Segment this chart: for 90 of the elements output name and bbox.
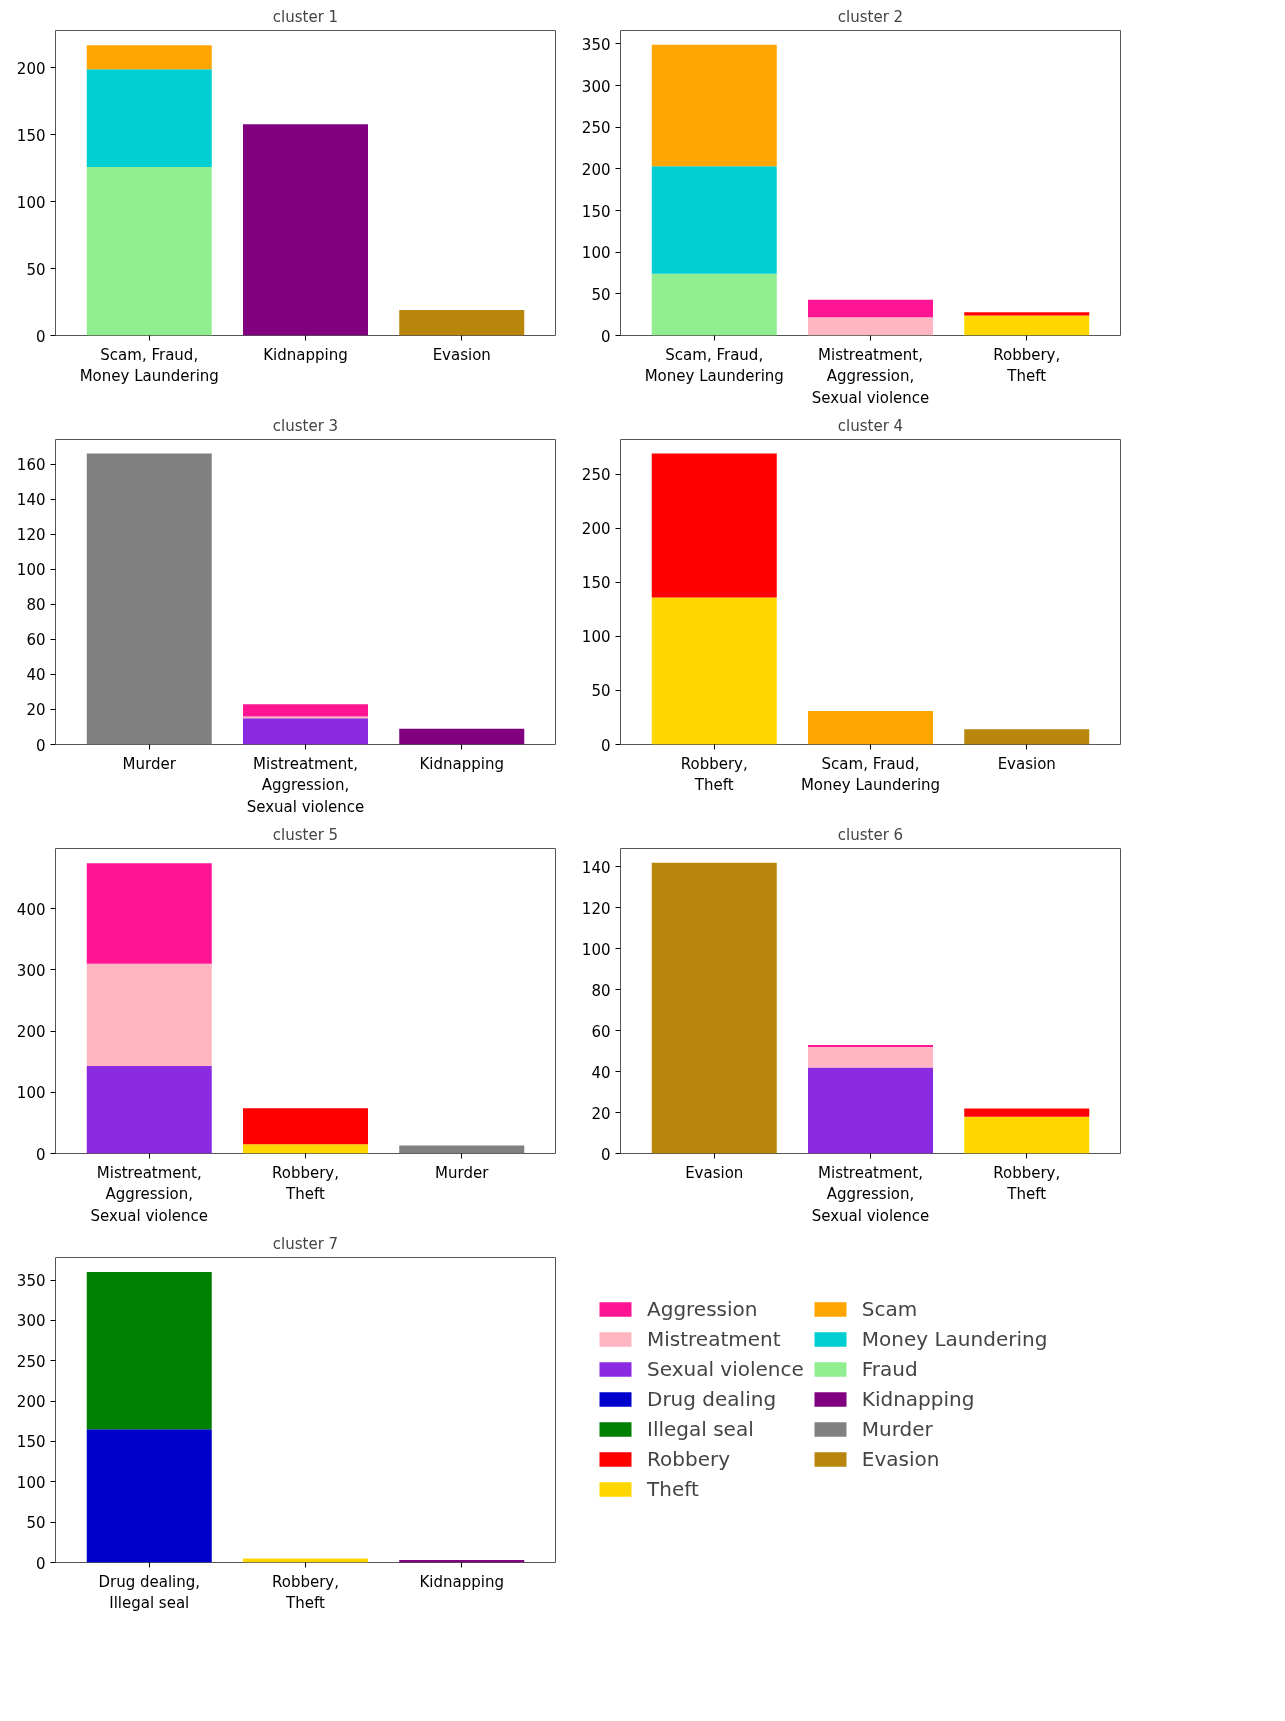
y-tick-label: 60 (26, 631, 46, 650)
y-tick-label: 20 (26, 701, 46, 720)
y-tick-label: 200 (581, 520, 611, 539)
chart-title: cluster 2 (837, 7, 904, 26)
x-tick-label: Mistreatment, Aggression, Sexual violence (811, 345, 930, 407)
y-tick-label: 50 (26, 260, 46, 279)
y-tick-label: 140 (581, 858, 611, 877)
x-tick-label: Evasion (997, 754, 1056, 773)
chart-title: cluster 5 (272, 825, 339, 844)
y-tick-label: 20 (591, 1104, 611, 1123)
x-tick-label: Drug dealing, Illegal seal (98, 1572, 201, 1613)
y-tick-label: 100 (16, 1473, 46, 1492)
y-tick-label: 300 (16, 1312, 46, 1331)
chart-title: cluster 7 (272, 1234, 339, 1253)
x-tick-label: Murder (122, 754, 177, 773)
y-tick-label: 160 (16, 456, 46, 475)
y-tick-label: 0 (600, 327, 611, 346)
x-tick-label: Kidnapping (419, 754, 504, 773)
y-tick-label: 300 (16, 961, 46, 980)
y-tick-label: 120 (16, 526, 46, 545)
y-tick-label: 50 (591, 285, 611, 304)
y-tick-label: 200 (16, 59, 46, 78)
legend-label: Drug dealing (647, 1387, 777, 1411)
y-tick-label: 0 (35, 736, 46, 755)
chart-title: cluster 4 (837, 416, 904, 435)
x-tick-label: Kidnapping (263, 345, 348, 364)
y-tick-label: 150 (16, 126, 46, 145)
y-tick-label: 100 (581, 628, 611, 647)
chart-title: cluster 6 (837, 825, 904, 844)
y-tick-label: 0 (35, 1554, 46, 1573)
y-tick-label: 120 (581, 899, 611, 918)
y-tick-label: 300 (581, 77, 611, 96)
y-tick-label: 50 (591, 682, 611, 701)
x-tick-label: Mistreatment, Aggression, Sexual violence (90, 1163, 209, 1225)
y-tick-label: 80 (591, 981, 611, 1000)
x-tick-label: Mistreatment, Aggression, Sexual violence (246, 754, 365, 816)
x-tick-label: Scam, Fraud, Money Laundering (644, 345, 784, 386)
legend-label: Money Laundering (861, 1327, 1048, 1351)
y-tick-label: 100 (581, 244, 611, 263)
x-tick-label: Evasion (432, 345, 491, 364)
y-tick-label: 100 (581, 940, 611, 959)
y-tick-label: 400 (16, 900, 46, 919)
x-tick-label: Scam, Fraud, Money Laundering (79, 345, 219, 386)
y-tick-label: 60 (591, 1022, 611, 1041)
chart-title: cluster 1 (272, 7, 339, 26)
y-tick-label: 250 (16, 1352, 46, 1371)
x-tick-label: Murder (435, 1163, 490, 1182)
y-tick-label: 200 (16, 1023, 46, 1042)
y-tick-label: 40 (26, 666, 46, 685)
legend-label: Theft (647, 1477, 699, 1501)
y-tick-label: 100 (16, 193, 46, 212)
legend-label: Mistreatment (647, 1327, 781, 1351)
x-tick-label: Robbery, Theft (272, 1163, 340, 1204)
legend-label: Evasion (861, 1447, 940, 1471)
x-tick-label: Kidnapping (419, 1572, 504, 1591)
legend-label: Sexual violence (647, 1357, 804, 1381)
y-tick-label: 0 (35, 327, 46, 346)
x-tick-label: Robbery, Theft (680, 754, 748, 795)
y-tick-label: 150 (581, 574, 611, 593)
y-tick-label: 40 (591, 1063, 611, 1082)
y-tick-label: 250 (581, 119, 611, 138)
y-tick-label: 150 (16, 1433, 46, 1452)
legend-label: Scam (861, 1297, 918, 1321)
legend-label: Illegal seal (647, 1417, 754, 1441)
y-tick-label: 150 (581, 202, 611, 221)
x-tick-label: Robbery, Theft (993, 1163, 1061, 1204)
x-tick-label: Robbery, Theft (993, 345, 1061, 386)
x-tick-label: Robbery, Theft (272, 1572, 340, 1613)
legend-label: Kidnapping (861, 1387, 975, 1411)
y-tick-label: 100 (16, 1084, 46, 1103)
y-tick-label: 350 (581, 35, 611, 54)
y-tick-label: 140 (16, 491, 46, 510)
legend-label: Robbery (647, 1447, 730, 1471)
y-tick-label: 0 (35, 1145, 46, 1164)
y-tick-label: 200 (581, 160, 611, 179)
y-tick-label: 0 (600, 736, 611, 755)
y-tick-label: 200 (16, 1393, 46, 1412)
chart-title: cluster 3 (272, 416, 339, 435)
y-tick-label: 0 (600, 1145, 611, 1164)
legend-label: Aggression (647, 1297, 758, 1321)
x-tick-label: Scam, Fraud, Money Laundering (800, 754, 941, 795)
x-tick-label: Evasion (685, 1163, 744, 1182)
y-tick-label: 80 (26, 596, 46, 615)
x-tick-label: Mistreatment, Aggression, Sexual violence (811, 1163, 930, 1225)
y-tick-label: 350 (16, 1272, 46, 1291)
legend-label: Murder (861, 1417, 933, 1441)
y-tick-label: 50 (26, 1514, 46, 1533)
y-tick-label: 250 (581, 466, 611, 485)
legend-label: Fraud (861, 1357, 918, 1381)
y-tick-label: 100 (16, 561, 46, 580)
